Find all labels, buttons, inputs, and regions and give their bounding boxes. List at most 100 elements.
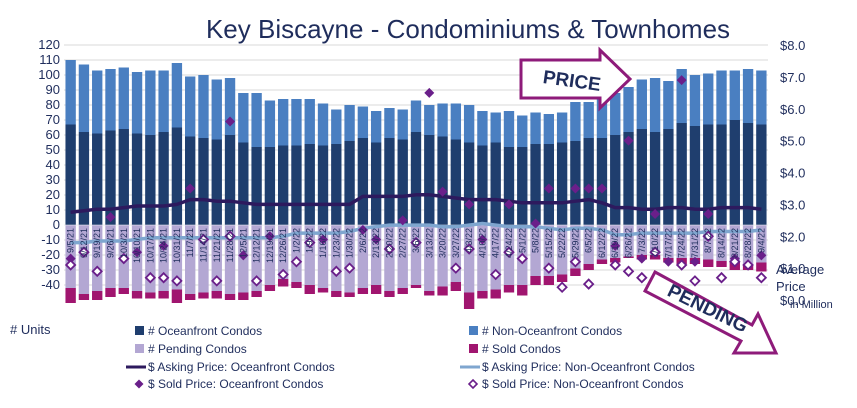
point-sold-non-oceanfront	[543, 262, 555, 274]
bar-pending	[304, 225, 315, 285]
bar-non-oceanfront	[623, 87, 634, 132]
bar-sold	[65, 288, 76, 303]
point-sold-non-oceanfront	[91, 265, 103, 278]
bar-non-oceanfront	[198, 75, 209, 138]
bar-oceanfront	[277, 145, 289, 225]
bar-non-oceanfront	[370, 111, 382, 143]
x-tick: 8/7/22	[703, 228, 713, 253]
x-tick: 9/5/21	[66, 228, 76, 253]
bar-non-oceanfront	[291, 99, 302, 146]
y-tick-right: $7.0	[780, 70, 805, 85]
legend-label: # Non-Oceanfront Condos	[482, 324, 622, 338]
bar-pending	[198, 225, 209, 293]
x-tick: 1/30/22	[345, 228, 355, 258]
legend-label: # Sold Condos	[482, 342, 561, 356]
x-tick: 1/16/22	[318, 228, 328, 258]
x-tick: 6/26/22	[624, 228, 634, 258]
point-sold-oceanfront	[132, 247, 143, 258]
bar-pending	[742, 225, 754, 264]
bar-sold	[105, 288, 116, 297]
bar-non-oceanfront	[450, 103, 462, 140]
bar-sold	[596, 259, 608, 264]
y-tick-right: $8.0	[780, 38, 805, 53]
bar-pending	[716, 225, 727, 261]
y-tick-right: $3.0	[780, 197, 805, 212]
sold-price-points	[64, 75, 768, 294]
bar-pending	[410, 225, 422, 285]
bar-pending	[649, 225, 661, 255]
bar-non-oceanfront	[238, 93, 249, 143]
bar-pending	[636, 225, 647, 255]
bar-oceanfront	[623, 132, 634, 225]
bar-non-oceanfront	[171, 63, 183, 128]
bar-oceanfront	[450, 139, 462, 225]
point-sold-non-oceanfront	[197, 233, 210, 246]
bar-sold	[171, 289, 183, 303]
bar-non-oceanfront	[185, 76, 196, 137]
x-tick: 10/3/21	[119, 228, 129, 258]
bar-pending	[264, 225, 276, 285]
point-sold-non-oceanfront	[78, 246, 90, 258]
bar-pending	[344, 225, 355, 293]
bar-sold	[357, 288, 369, 294]
bar-pending	[463, 225, 475, 293]
bar-non-oceanfront	[224, 78, 236, 135]
bar-oceanfront	[517, 147, 528, 225]
point-sold-oceanfront	[437, 186, 448, 197]
bar-sold	[185, 294, 196, 300]
y-tick-right: $2.0	[780, 229, 805, 244]
point-sold-oceanfront	[610, 240, 621, 251]
x-tick: 7/3/22	[637, 228, 647, 253]
point-sold-oceanfront	[596, 183, 607, 194]
bar-sold	[623, 256, 634, 258]
x-tick: 3/27/22	[451, 228, 461, 258]
bar-non-oceanfront	[397, 109, 408, 140]
point-sold-non-oceanfront	[689, 275, 701, 287]
point-sold-oceanfront	[477, 234, 488, 245]
point-sold-oceanfront	[105, 212, 116, 223]
bar-oceanfront	[756, 124, 767, 225]
bar-sold	[277, 279, 289, 287]
legend: # Oceanfront Condos # Non-Oceanfront Cond…	[126, 324, 695, 391]
point-sold-non-oceanfront	[277, 268, 289, 281]
bar-sold	[490, 289, 501, 299]
point-sold-non-oceanfront	[516, 252, 529, 265]
bar-oceanfront	[463, 142, 475, 225]
x-tick: 6/5/22	[584, 228, 594, 253]
point-sold-oceanfront	[530, 218, 541, 229]
bar-sold	[477, 291, 488, 299]
right-y-ticks: $0.0 $1.0 $2.0 $3.0 $4.0 $5.0 $6.0 $7.0 $8.0	[780, 38, 805, 308]
point-sold-non-oceanfront	[410, 236, 422, 249]
bar-pending	[676, 225, 687, 258]
bar-non-oceanfront	[716, 70, 727, 125]
bar-non-oceanfront	[78, 64, 90, 132]
bar-sold	[370, 285, 382, 294]
y-tick-left: -20	[41, 247, 60, 262]
x-tick: 2/20/22	[384, 228, 394, 258]
point-sold-oceanfront	[650, 208, 661, 219]
x-tick: 2/6/22	[358, 228, 368, 253]
point-sold-oceanfront	[583, 183, 594, 194]
bar-oceanfront	[716, 124, 727, 225]
point-sold-non-oceanfront	[636, 271, 648, 284]
bar-pending	[185, 225, 196, 294]
x-tick: 11/14/21	[198, 228, 208, 262]
bar-non-oceanfront	[331, 109, 342, 144]
bar-non-oceanfront	[105, 69, 116, 131]
point-sold-oceanfront	[676, 75, 687, 86]
point-sold-non-oceanfront	[702, 230, 714, 243]
bar-oceanfront	[703, 124, 714, 225]
point-sold-oceanfront	[158, 240, 169, 251]
legend-swatch	[469, 344, 478, 353]
legend-label: $ Asking Price: Oceanfront Condos	[148, 360, 335, 374]
bar-oceanfront	[636, 129, 647, 225]
bar-pending	[703, 225, 714, 260]
x-tick: 7/31/22	[690, 228, 700, 258]
point-sold-non-oceanfront	[330, 265, 343, 278]
bar-non-oceanfront	[477, 111, 488, 146]
point-sold-oceanfront	[318, 234, 329, 245]
point-sold-non-oceanfront	[715, 271, 728, 284]
point-sold-non-oceanfront	[675, 259, 688, 271]
